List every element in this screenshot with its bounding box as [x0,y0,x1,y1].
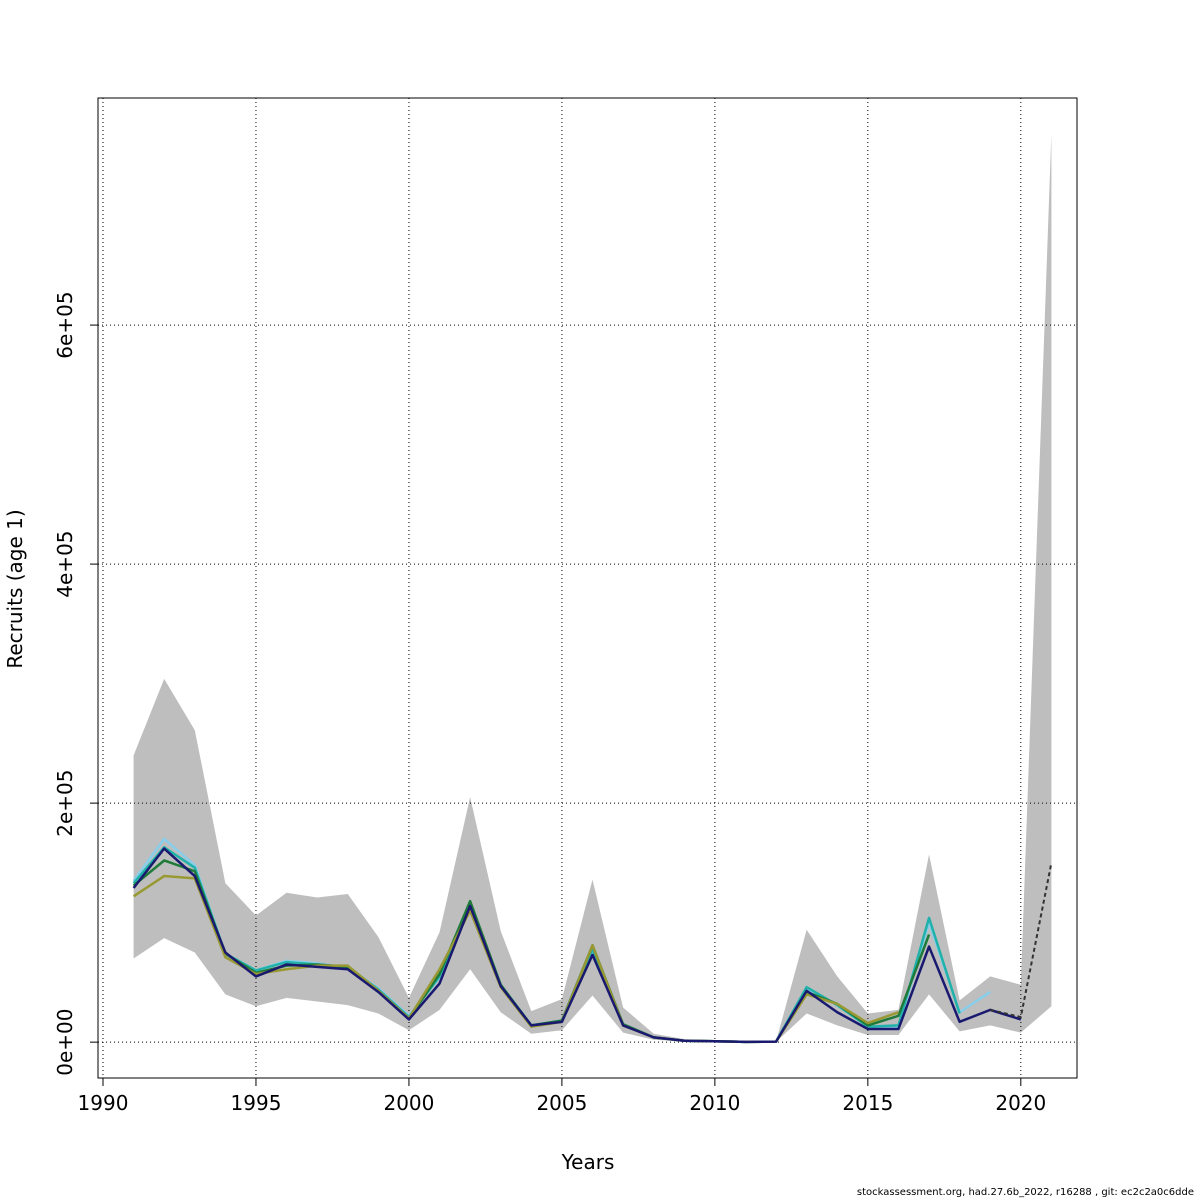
y-axis-title: Recruits (age 1) [3,509,27,668]
confidence-band [133,133,1052,1043]
confidence-band-layer [133,133,1052,1043]
x-tick-label: 2015 [842,1091,893,1115]
x-tick-label: 2020 [995,1091,1046,1115]
y-tick-label: 0e+00 [53,1009,77,1076]
x-tick-label: 1995 [231,1091,282,1115]
y-tick-label: 4e+05 [53,530,77,597]
grid-layer [98,98,1077,1078]
series-line-6 [989,862,1053,1019]
x-axis-title: Years [561,1150,615,1174]
footer-credit: stockassessment.org, had.27.6b_2022, r16… [856,1187,1194,1198]
y-tick-label: 2e+05 [53,769,77,836]
x-tick-label: 2005 [536,1091,587,1115]
y-tick-label: 6e+05 [53,291,77,358]
series-line-5 [132,847,1022,1044]
axis-layer: 1990 1995 2000 2005 2010 2015 2020 0e+00 2e+05 4e… [53,291,1046,1115]
x-tick-label: 2010 [689,1091,740,1115]
series-layer [132,837,1053,1044]
x-tick-label: 1990 [78,1091,129,1115]
x-tick-label: 2000 [383,1091,434,1115]
